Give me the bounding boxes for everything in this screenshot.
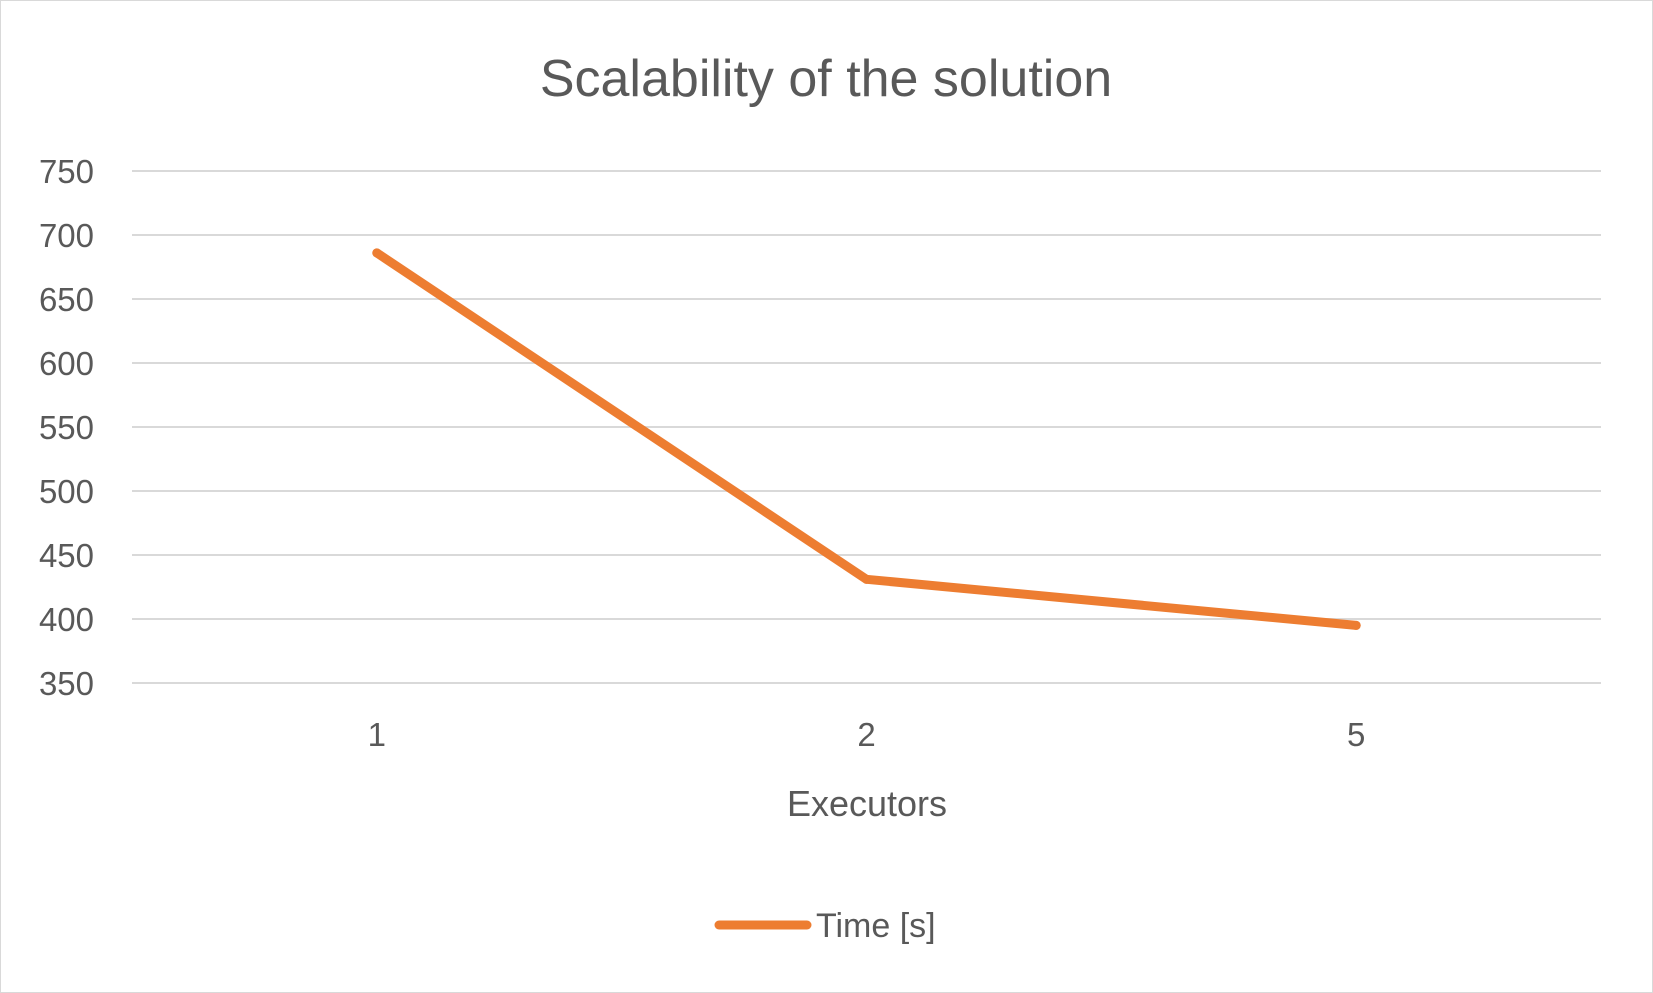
y-tick-label: 750 xyxy=(39,153,94,190)
y-tick-label: 450 xyxy=(39,537,94,574)
gridlines xyxy=(132,170,1601,684)
data-point xyxy=(1351,620,1361,630)
x-axis-title: Executors xyxy=(787,783,947,824)
data-point xyxy=(862,574,871,584)
y-tick-label: 400 xyxy=(39,601,94,638)
series-line-time xyxy=(372,248,1361,630)
data-point xyxy=(372,248,382,258)
x-tick-label: 1 xyxy=(368,716,386,753)
y-tick-label: 550 xyxy=(39,409,94,446)
x-tick-label: 2 xyxy=(857,716,875,753)
y-axis-ticks: 350 400 450 500 550 600 650 700 750 xyxy=(39,153,94,702)
y-tick-label: 600 xyxy=(39,345,94,382)
y-tick-label: 650 xyxy=(39,281,94,318)
y-tick-label: 500 xyxy=(39,473,94,510)
y-tick-label: 700 xyxy=(39,217,94,254)
y-tick-label: 350 xyxy=(39,665,94,702)
legend-label-time: Time [s] xyxy=(816,907,936,945)
chart-title: Scalability of the solution xyxy=(540,50,1112,108)
series-layer xyxy=(372,248,1361,630)
legend: Time [s] xyxy=(714,907,936,945)
x-axis-ticks: 1 2 5 xyxy=(368,716,1366,753)
x-tick-label: 5 xyxy=(1347,716,1365,753)
